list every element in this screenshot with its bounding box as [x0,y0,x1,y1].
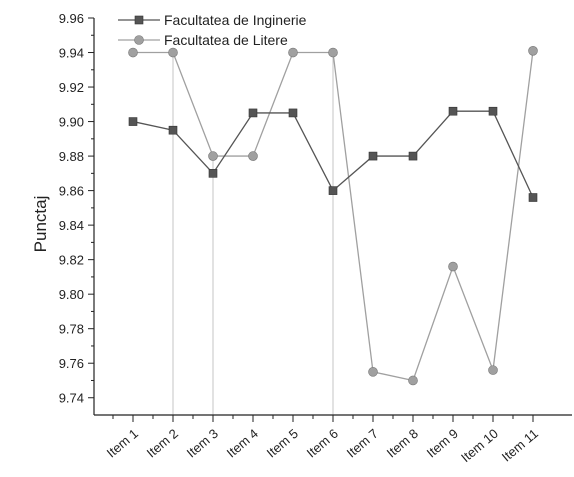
y-tick-label: 9.82 [59,253,84,268]
x-tick-label: Item 5 [264,426,301,461]
y-tick-label: 9.92 [59,80,84,95]
data-point [528,45,538,56]
y-tick-label: 9.78 [59,322,84,337]
legend-marker [134,15,144,25]
data-point [168,47,178,58]
y-tick-label: 9.86 [59,184,84,199]
legend-label: Facultatea de Inginerie [164,12,307,28]
y-tick-label: 9.94 [59,46,84,61]
x-tick-label: Item 6 [304,426,341,461]
y-tick-label: 9.90 [59,115,84,130]
series-litere [128,45,538,386]
data-point [408,375,418,386]
data-point [248,108,258,118]
guide-lines [172,52,334,415]
x-tick-label: Item 3 [184,426,221,461]
data-point [528,193,538,202]
legend: Facultatea de Inginerie Facultatea de Lit… [118,12,307,48]
legend-label: Facultatea de Litere [164,32,288,48]
data-point [328,47,338,58]
data-point [208,169,218,178]
data-point [168,125,178,135]
x-tick-label: Item 7 [344,426,381,461]
y-tick-label: 9.96 [59,11,84,26]
data-point [408,151,418,161]
y-axis: 9.74 9.76 9.78 9.80 9.82 9.84 9.86 9.88 9.90 9.92… [59,11,95,415]
x-tick-label: Item 4 [224,426,261,461]
data-point [448,106,458,116]
y-tick-label: 9.84 [59,218,84,233]
legend-item: Facultatea de Inginerie [118,12,307,28]
x-tick-label: Item 11 [499,426,541,465]
data-point [488,106,498,116]
data-point [248,151,258,161]
data-point [288,108,298,118]
data-point [328,186,338,195]
legend-item: Facultatea de Litere [118,32,288,48]
data-point [208,151,218,161]
data-point [448,261,458,272]
y-tick-label: 9.80 [59,287,84,302]
y-axis-title: Punctaj [31,196,50,253]
series-inginerie [128,106,538,202]
x-tick-label: Item 10 [458,426,501,465]
y-tick-label: 9.76 [59,356,84,371]
x-axis: Item 1 Item 2 Item 3 Item 4 Item 5 Item 6 Item… [94,414,572,465]
y-tick-label: 9.88 [59,149,84,164]
data-point [288,47,298,58]
x-tick-label: Item 2 [144,426,181,461]
x-tick-label: Item 8 [384,426,421,461]
data-point [128,117,138,126]
y-tick-label: 9.74 [59,391,84,406]
legend-marker [134,35,144,45]
data-point [368,151,378,161]
data-point [488,365,498,375]
x-tick-label: Item 9 [424,426,461,461]
data-point [128,47,138,58]
x-tick-label: Item 1 [104,426,141,461]
data-point [368,367,378,377]
series-layer [128,45,538,386]
